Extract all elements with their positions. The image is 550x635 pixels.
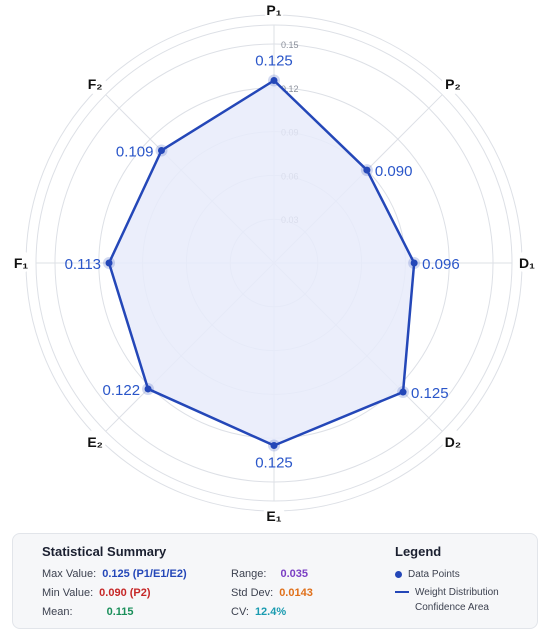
legend-item-weight-distribution: Weight Distribution: [395, 587, 499, 598]
mean-label: Mean:: [42, 606, 73, 618]
axis-label: P₂: [445, 76, 461, 92]
data-point: [105, 259, 113, 267]
value-label: 0.125: [411, 385, 449, 402]
value-label: 0.125: [255, 53, 293, 70]
range-label: Range:: [231, 568, 267, 580]
radial-tick-label: 0.12: [281, 84, 299, 94]
axis-label: F₁: [14, 255, 29, 271]
value-label: 0.109: [116, 143, 154, 160]
cv-value: 12.4%: [254, 606, 287, 618]
axis-label-bg: [441, 72, 464, 95]
min-value-label: Min Value:: [42, 587, 94, 599]
legend-label-data-points: Data Points: [408, 569, 460, 580]
min-value: 0.090 (P2): [99, 587, 151, 599]
axis-label: E₁: [266, 508, 281, 524]
value-label: 0.113: [65, 256, 101, 273]
max-value-label: Max Value:: [42, 568, 97, 580]
std-dev-label: Std Dev:: [231, 587, 274, 599]
cv-row: CV: 12.4%: [231, 606, 286, 618]
axis-label-bg: [441, 429, 464, 452]
max-value: 0.125 (P1/E1/E2): [102, 568, 187, 580]
data-point-marker-icon: [395, 570, 402, 578]
axis-label: D₁: [519, 255, 535, 271]
legend-title: Legend: [395, 544, 442, 559]
legend-item-data-points: Data Points: [395, 569, 460, 580]
range-row: Range: 0.035: [231, 568, 308, 580]
axis-label-bg: [263, 0, 285, 20]
value-label: 0.125: [255, 455, 293, 472]
area-marker-icon: [395, 603, 409, 612]
axis-label: P₁: [266, 2, 281, 18]
data-point: [363, 166, 371, 174]
mean-value: 0.115: [106, 606, 134, 618]
mean-row: Mean: 0.115: [42, 606, 134, 618]
value-label: 0.090: [375, 163, 413, 180]
legend-label-weight-distribution: Weight Distribution: [415, 587, 499, 598]
range-value: 0.035: [280, 568, 309, 580]
data-point: [410, 259, 418, 267]
value-label: 0.122: [103, 382, 141, 399]
summary-panel: Statistical Summary Max Value: 0.125 (P1/…: [12, 533, 538, 629]
data-point: [157, 146, 165, 154]
data-point: [399, 388, 407, 396]
summary-title: Statistical Summary: [42, 544, 167, 559]
cv-label: CV:: [231, 606, 249, 618]
data-point: [144, 385, 152, 393]
radial-tick-label: 0.15: [281, 40, 299, 50]
min-value-row: Min Value: 0.090 (P2): [42, 587, 151, 599]
std-dev-row: Std Dev: 0.0143: [231, 587, 313, 599]
std-dev-value: 0.0143: [279, 587, 313, 599]
legend-item-confidence-area: Confidence Area: [395, 602, 489, 613]
axis-label-bg: [84, 429, 107, 452]
axis-label: F₂: [88, 76, 103, 92]
legend-label-confidence-area: Confidence Area: [415, 602, 489, 613]
axis-label-bg: [516, 251, 538, 273]
line-marker-icon: [395, 591, 409, 594]
axis-label-bg: [263, 504, 285, 526]
axis-label: D₂: [445, 434, 461, 450]
data-point: [270, 442, 278, 449]
value-label: 0.096: [422, 256, 460, 273]
axis-label: E₂: [87, 434, 103, 450]
radar-chart: 0.030.060.090.120.15 0.1250.0900.0960.12…: [10, 0, 538, 526]
axis-label-bg: [84, 72, 107, 95]
data-point: [270, 77, 278, 84]
max-value-row: Max Value: 0.125 (P1/E1/E2): [42, 568, 187, 580]
axis-label-bg: [10, 251, 32, 273]
